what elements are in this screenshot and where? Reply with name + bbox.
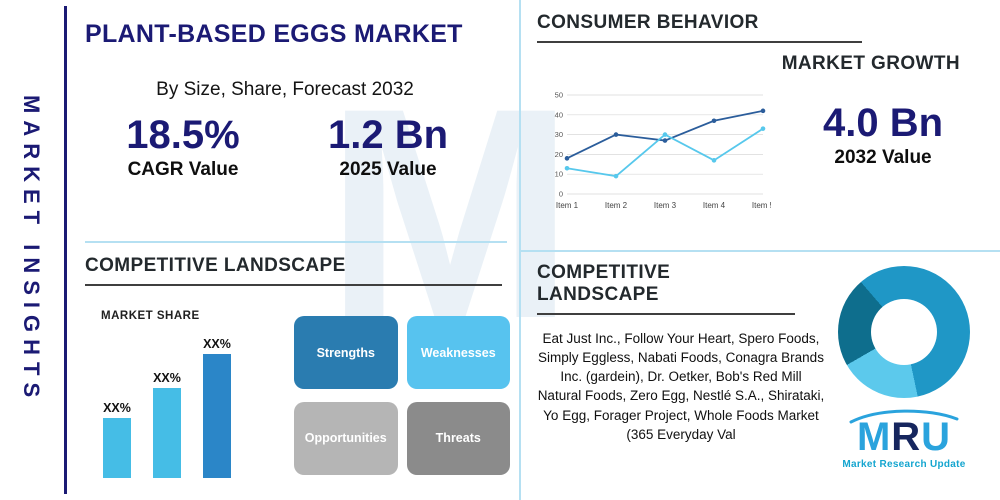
page-subtitle: By Size, Share, Forecast 2032 [156, 79, 414, 100]
donut-hole [871, 299, 937, 365]
market-share-bar-column: XX% [203, 337, 231, 478]
companies-list: Eat Just Inc., Follow Your Heart, Spero … [537, 331, 825, 442]
bar-value-label: XX% [203, 337, 231, 351]
swot-cell-strengths: Strengths [294, 316, 398, 389]
donut-logo-column: MRU Market Research Update [820, 262, 988, 472]
company-share-donut-chart [838, 266, 970, 398]
sidebar-accent-line [64, 6, 67, 494]
svg-text:20: 20 [555, 150, 563, 159]
svg-text:Item 3: Item 3 [654, 201, 677, 210]
market-share-block: MARKET SHARE XX% XX% XX% [85, 302, 285, 478]
svg-text:Item 2: Item 2 [605, 201, 628, 210]
logo-letter-m: M [856, 415, 892, 459]
logo-letter-r: R [891, 415, 922, 459]
vertical-divider [519, 0, 521, 500]
market-growth-line-chart: 0 10 20 30 40 50 Item 1 Item 2 Item 3 Item 4 Item … [555, 91, 771, 211]
svg-text:10: 10 [555, 170, 563, 179]
swot-grid: Strengths Weaknesses Opportunities Threa… [294, 316, 510, 478]
consumer-behavior-heading: CONSUMER BEHAVIOR [537, 12, 759, 33]
sidebar: MARKET INSIGHTS [0, 0, 62, 500]
market-growth-heading: MARKET GROWTH [781, 53, 960, 74]
svg-text:50: 50 [555, 91, 563, 100]
companies-column: COMPETITIVE LANDSCAPE Eat Just Inc., Fol… [537, 262, 825, 444]
value-2032-label: 2032 Value [834, 147, 932, 168]
swot-cell-weaknesses: Weaknesses [406, 316, 510, 389]
value-2025-label: 2025 Value [339, 159, 437, 180]
svg-text:30: 30 [555, 130, 563, 139]
logo-letter-u: U [921, 415, 952, 459]
page-title: PLANT-BASED EGGS MARKET [85, 20, 463, 48]
consumer-behavior-heading-wrap: CONSUMER BEHAVIOR [537, 12, 862, 43]
bar-value-label: XX% [153, 371, 181, 385]
market-overview-section: PLANT-BASED EGGS MARKET By Size, Share, … [85, 10, 510, 238]
bar-value-label: XX% [103, 401, 131, 415]
logo-letters: MRU [842, 417, 965, 457]
svg-text:Item 5: Item 5 [752, 201, 771, 210]
value-2025-stat: 1.2 Bn 2025 Value [308, 113, 468, 181]
swot-row: MARKET SHARE XX% XX% XX% Strengths Weaknes… [85, 302, 510, 478]
growth-chart-row: 0 10 20 30 40 50 Item 1 Item 2 Item 3 Item 4 Item … [537, 87, 990, 212]
market-share-bar-chart: XX% XX% XX% [85, 326, 285, 478]
competitive-landscape-swot-section: COMPETITIVE LANDSCAPE MARKET SHARE XX% XX… [85, 255, 510, 478]
market-share-bar-column: XX% [103, 401, 131, 478]
cagr-value: 18.5% [126, 113, 240, 157]
competitive-landscape-right-heading: COMPETITIVE LANDSCAPE [537, 262, 671, 305]
market-share-bar [153, 388, 181, 478]
value-2032-stat: 4.0 Bn 2032 Value [823, 101, 943, 169]
logo-tagline: Market Research Update [842, 459, 966, 470]
horizontal-divider-left [85, 241, 507, 243]
logo-swoosh-icon [849, 409, 959, 424]
sidebar-vertical-title: MARKET INSIGHTS [19, 95, 44, 405]
svg-text:40: 40 [555, 110, 563, 119]
horizontal-divider-right [521, 250, 1000, 252]
competitive-landscape-left-heading: COMPETITIVE LANDSCAPE [85, 255, 346, 276]
competitive-landscape-companies-section: COMPETITIVE LANDSCAPE Eat Just Inc., Fol… [537, 262, 1000, 500]
swot-cell-opportunities: Opportunities [294, 401, 398, 475]
svg-text:Item 4: Item 4 [703, 201, 726, 210]
market-share-bar [203, 354, 231, 478]
svg-text:Item 1: Item 1 [556, 201, 579, 210]
mru-logo: MRU Market Research Update [842, 408, 965, 470]
cagr-label: CAGR Value [127, 159, 239, 180]
svg-text:0: 0 [559, 190, 563, 199]
swot-cell-threats: Threats [406, 401, 510, 475]
competitive-landscape-right-heading-wrap: COMPETITIVE LANDSCAPE [537, 262, 795, 315]
value-2032: 4.0 Bn [823, 101, 944, 145]
competitive-landscape-left-heading-wrap: COMPETITIVE LANDSCAPE [85, 255, 502, 286]
key-stats-row: 18.5% CAGR Value 1.2 Bn 2025 Value [85, 113, 510, 181]
market-share-bar [103, 418, 131, 478]
market-share-bar-column: XX% [153, 371, 181, 478]
value-2025: 1.2 Bn [327, 113, 449, 157]
consumer-behavior-section: CONSUMER BEHAVIOR MARKET GROWTH 0 10 20 30 4… [537, 12, 990, 212]
market-share-title: MARKET SHARE [101, 310, 200, 322]
cagr-stat: 18.5% CAGR Value [103, 113, 263, 181]
